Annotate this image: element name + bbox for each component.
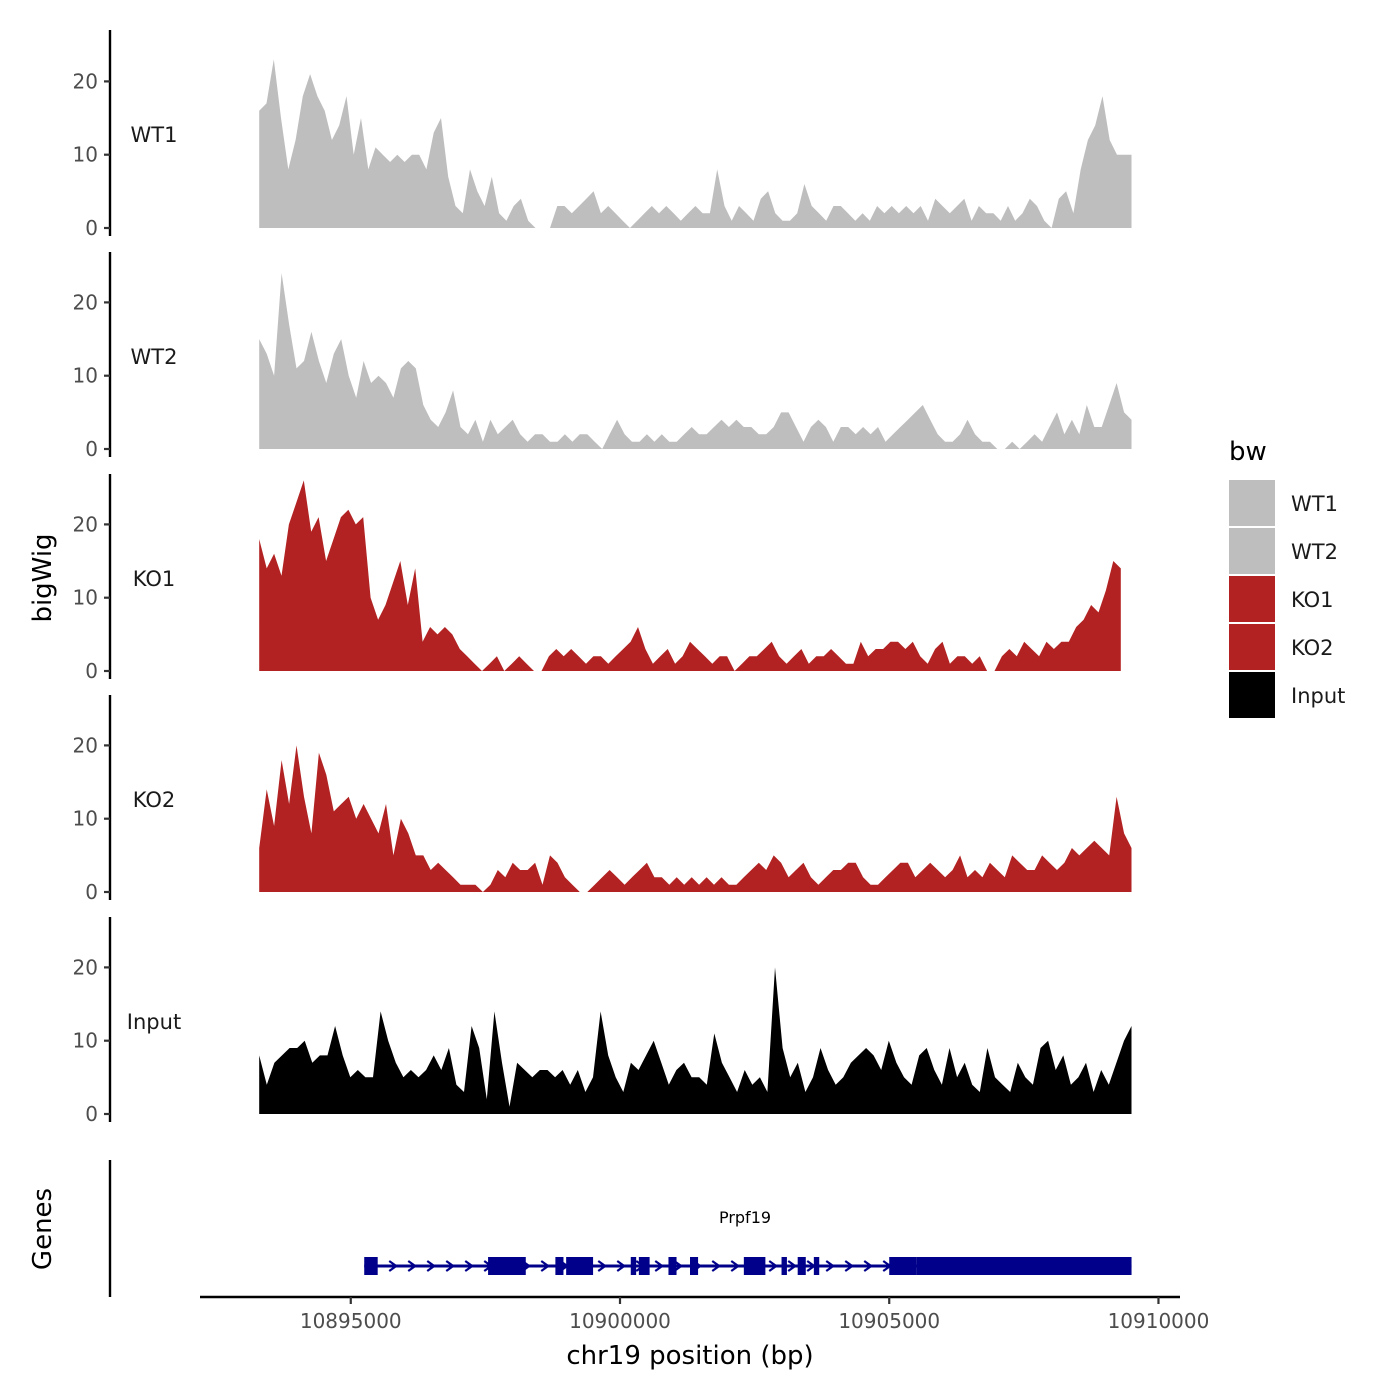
track-panel-input: 0 10 20 Input [73, 917, 1132, 1126]
x-tick-label: 10895000 [300, 1309, 402, 1333]
strand-arrow [388, 1260, 399, 1272]
y-tick-label: 20 [73, 290, 98, 314]
legend-swatch [1229, 576, 1275, 622]
legend-swatch [1229, 480, 1275, 526]
track-label-wt2: WT2 [131, 345, 178, 369]
x-tick-label: 10905000 [838, 1309, 940, 1333]
legend-label: KO1 [1291, 588, 1334, 612]
x-axis: 10895000 10900000 10905000 10910000 [200, 1295, 1210, 1333]
y-tick-label: 0 [85, 1102, 98, 1126]
legend-title: bw [1229, 437, 1267, 467]
legend-item-wt1: WT1 [1229, 480, 1338, 526]
y-tick-label: 10 [73, 586, 98, 610]
y-tick-label: 10 [73, 364, 98, 388]
exon [889, 1257, 917, 1275]
exon [916, 1257, 1132, 1275]
track-panel-wt2: 0 10 20 WT2 [73, 252, 1132, 461]
exon [488, 1257, 526, 1275]
area-wt1 [259, 59, 1132, 229]
legend-swatch [1229, 672, 1275, 718]
exon [813, 1257, 820, 1275]
x-tick-label: 10900000 [569, 1309, 671, 1333]
exon [668, 1257, 677, 1275]
strand-arrow [711, 1260, 722, 1272]
strand-arrow [445, 1260, 456, 1272]
strand-arrow [540, 1260, 551, 1272]
track-panel-wt1: 0 10 20 WT1 [73, 30, 1132, 240]
legend-label: Input [1291, 684, 1345, 708]
strand-arrow [730, 1260, 741, 1272]
exon [797, 1257, 806, 1275]
y-tick-label: 20 [73, 955, 98, 979]
y-tick-label: 20 [73, 733, 98, 757]
y-tick-label: 0 [85, 659, 98, 683]
legend-item-wt2: WT2 [1229, 528, 1338, 574]
legend-entries: WT1 WT2 KO1 KO2 Input [1229, 480, 1345, 718]
x-tick-label: 10910000 [1108, 1309, 1210, 1333]
exon [743, 1257, 766, 1275]
exon [555, 1257, 564, 1275]
y-tick-label: 10 [73, 143, 98, 167]
exon [781, 1257, 787, 1275]
legend-label: WT1 [1291, 492, 1338, 516]
strand-arrow [407, 1260, 418, 1272]
track-panels: 0 10 20 WT1 0 10 20 WT2 0 10 20 KO1 0 10 20 KO2 0 10 20 Inp… [73, 30, 1132, 1126]
y-tick-label: 20 [73, 512, 98, 536]
track-label-ko1: KO1 [133, 567, 176, 591]
strand-arrow [673, 1260, 684, 1272]
strand-arrow [597, 1260, 608, 1272]
legend-swatch [1229, 624, 1275, 670]
legend-item-ko1: KO1 [1229, 576, 1334, 622]
exon [638, 1257, 650, 1275]
y-tick-label: 0 [85, 437, 98, 461]
exon [566, 1257, 594, 1275]
track-label-input: Input [127, 1010, 181, 1034]
y-tick-label: 20 [73, 69, 98, 93]
legend-label: KO2 [1291, 636, 1334, 660]
gene-label: Prpf19 [719, 1208, 771, 1227]
strand-arrow [863, 1260, 874, 1272]
strand-arrow [768, 1260, 779, 1272]
exon [630, 1257, 637, 1275]
legend-swatch [1229, 528, 1275, 574]
x-axis-title: chr19 position (bp) [566, 1341, 813, 1371]
y-tick-label: 0 [85, 880, 98, 904]
track-panel-ko2: 0 10 20 KO2 [73, 695, 1132, 904]
area-wt2 [259, 273, 1132, 449]
legend-item-ko2: KO2 [1229, 624, 1334, 670]
strand-arrow [787, 1260, 798, 1272]
strand-arrow [654, 1260, 665, 1272]
strand-arrow [426, 1260, 437, 1272]
legend-item-input: Input [1229, 672, 1345, 718]
y-tick-label: 0 [85, 216, 98, 240]
y-tick-label: 10 [73, 1029, 98, 1053]
track-panel-ko1: 0 10 20 KO1 [73, 474, 1121, 683]
exon [364, 1257, 378, 1275]
y-axis-title: bigWig [28, 533, 58, 622]
exon [690, 1257, 699, 1275]
strand-arrow [825, 1260, 836, 1272]
strand-arrow [844, 1260, 855, 1272]
legend-label: WT2 [1291, 540, 1338, 564]
y-tick-label: 10 [73, 807, 98, 831]
strand-arrow [616, 1260, 627, 1272]
genes-axis-title: Genes [28, 1188, 58, 1270]
gene-track-panel: Prpf19 [108, 1160, 1132, 1297]
legend: bw WT1 WT2 KO1 KO2 Input [1229, 437, 1345, 718]
area-ko2 [259, 745, 1132, 892]
area-input [259, 967, 1132, 1114]
track-label-ko2: KO2 [133, 788, 176, 812]
track-label-wt1: WT1 [131, 123, 178, 147]
strand-arrow [464, 1260, 475, 1272]
area-ko1 [259, 480, 1121, 671]
